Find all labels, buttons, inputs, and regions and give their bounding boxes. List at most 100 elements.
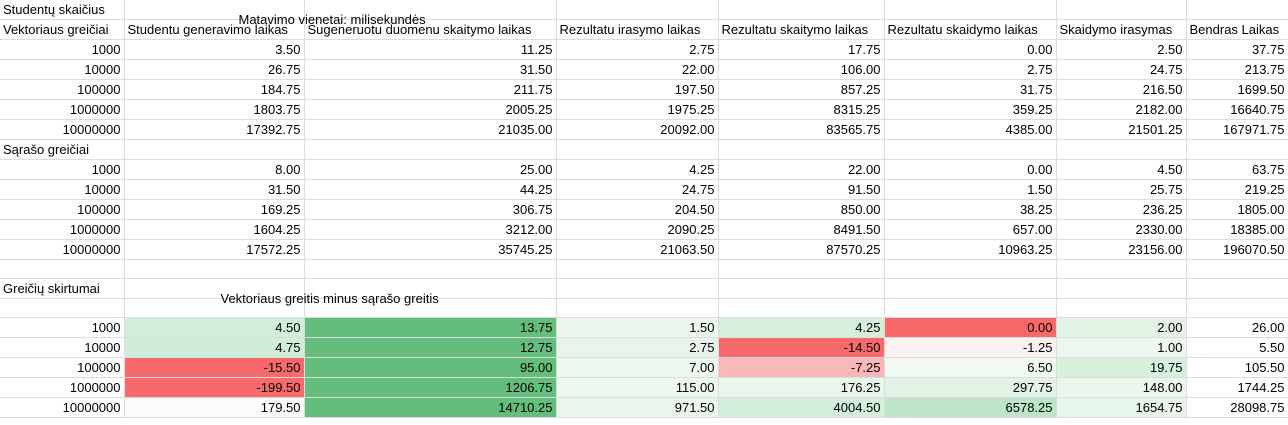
column-header[interactable]: Rezultatu skaidymo laikas	[884, 19, 1057, 40]
value-cell[interactable]: 2.75	[556, 337, 719, 358]
value-cell[interactable]: 22.00	[718, 159, 885, 180]
empty-cell[interactable]	[0, 298, 125, 318]
value-cell[interactable]: 6.50	[884, 357, 1057, 378]
value-cell[interactable]: 6578.25	[884, 397, 1057, 418]
value-cell[interactable]: 148.00	[1056, 377, 1187, 398]
value-cell[interactable]: 18385.00	[1186, 219, 1288, 240]
value-cell[interactable]: 1699.50	[1186, 79, 1288, 100]
empty-cell[interactable]	[124, 298, 305, 318]
value-cell[interactable]: 105.50	[1186, 357, 1288, 378]
student-count-cell[interactable]: 100000	[0, 199, 125, 220]
value-cell[interactable]: -199.50	[124, 377, 305, 398]
empty-cell[interactable]	[1056, 278, 1187, 299]
empty-cell[interactable]	[304, 298, 557, 318]
value-cell[interactable]: 204.50	[556, 199, 719, 220]
empty-cell[interactable]	[1186, 259, 1288, 279]
empty-cell[interactable]	[304, 139, 557, 160]
value-cell[interactable]: 657.00	[884, 219, 1057, 240]
value-cell[interactable]: 1803.75	[124, 99, 305, 120]
empty-cell[interactable]	[1056, 298, 1187, 318]
value-cell[interactable]: 2090.25	[556, 219, 719, 240]
student-count-cell[interactable]: 10000000	[0, 397, 125, 418]
value-cell[interactable]: 12.75	[304, 337, 557, 358]
value-cell[interactable]: 31.50	[304, 59, 557, 80]
empty-cell[interactable]	[556, 278, 719, 299]
value-cell[interactable]: 10963.25	[884, 239, 1057, 260]
student-count-cell[interactable]: 1000	[0, 39, 125, 60]
empty-cell[interactable]	[556, 298, 719, 318]
value-cell[interactable]: 4.50	[124, 317, 305, 338]
value-cell[interactable]: 24.75	[1056, 59, 1187, 80]
empty-cell[interactable]	[124, 139, 305, 160]
value-cell[interactable]: 24.75	[556, 179, 719, 200]
value-cell[interactable]: -15.50	[124, 357, 305, 378]
value-cell[interactable]: 167971.75	[1186, 119, 1288, 140]
student-count-cell[interactable]: 100000	[0, 79, 125, 100]
value-cell[interactable]: 1654.75	[1056, 397, 1187, 418]
student-count-cell[interactable]: 100000	[0, 357, 125, 378]
empty-cell[interactable]	[304, 0, 557, 20]
empty-cell[interactable]	[718, 278, 885, 299]
empty-cell[interactable]	[718, 298, 885, 318]
value-cell[interactable]: 176.25	[718, 377, 885, 398]
units-label-cell[interactable]: Matavimo vienetai: milisekundės	[124, 0, 426, 27]
value-cell[interactable]: 25.00	[304, 159, 557, 180]
column-header[interactable]: Vektoriaus greičiai	[0, 19, 125, 40]
empty-cell[interactable]	[304, 278, 557, 299]
value-cell[interactable]: 31.50	[124, 179, 305, 200]
value-cell[interactable]: 0.00	[884, 39, 1057, 60]
empty-cell[interactable]	[1056, 139, 1187, 160]
value-cell[interactable]: 31.75	[884, 79, 1057, 100]
value-cell[interactable]: 17.75	[718, 39, 885, 60]
value-cell[interactable]: 359.25	[884, 99, 1057, 120]
student-count-cell[interactable]: 10000	[0, 179, 125, 200]
value-cell[interactable]: 28098.75	[1186, 397, 1288, 418]
value-cell[interactable]: 8.00	[124, 159, 305, 180]
value-cell[interactable]: 8491.50	[718, 219, 885, 240]
value-cell[interactable]: 11.25	[304, 39, 557, 60]
student-count-cell[interactable]: 1000	[0, 159, 125, 180]
value-cell[interactable]: 2.75	[556, 39, 719, 60]
student-count-cell[interactable]: 1000000	[0, 99, 125, 120]
value-cell[interactable]: 95.00	[304, 357, 557, 378]
value-cell[interactable]: 4.75	[124, 337, 305, 358]
value-cell[interactable]: 1206.75	[304, 377, 557, 398]
value-cell[interactable]: 2005.25	[304, 99, 557, 120]
value-cell[interactable]: 971.50	[556, 397, 719, 418]
value-cell[interactable]: 1805.00	[1186, 199, 1288, 220]
value-cell[interactable]: 213.75	[1186, 59, 1288, 80]
value-cell[interactable]: 26.75	[124, 59, 305, 80]
empty-cell[interactable]	[1186, 278, 1288, 299]
value-cell[interactable]: 22.00	[556, 59, 719, 80]
column-header[interactable]: Skaidymo irasymas	[1056, 19, 1187, 40]
value-cell[interactable]: 91.50	[718, 179, 885, 200]
empty-cell[interactable]	[1056, 259, 1187, 279]
value-cell[interactable]: 44.25	[304, 179, 557, 200]
value-cell[interactable]: 37.75	[1186, 39, 1288, 60]
value-cell[interactable]: 19.75	[1056, 357, 1187, 378]
empty-cell[interactable]	[884, 0, 1057, 20]
value-cell[interactable]: 14710.25	[304, 397, 557, 418]
value-cell[interactable]: 196070.50	[1186, 239, 1288, 260]
value-cell[interactable]: 2182.00	[1056, 99, 1187, 120]
value-cell[interactable]: 306.75	[304, 199, 557, 220]
value-cell[interactable]: 21501.25	[1056, 119, 1187, 140]
value-cell[interactable]: 297.75	[884, 377, 1057, 398]
value-cell[interactable]: 857.25	[718, 79, 885, 100]
student-count-cell[interactable]: 10000	[0, 59, 125, 80]
empty-cell[interactable]	[304, 259, 557, 279]
value-cell[interactable]: 0.00	[884, 317, 1057, 338]
value-cell[interactable]: 2.00	[1056, 317, 1187, 338]
value-cell[interactable]: 184.75	[124, 79, 305, 100]
value-cell[interactable]: 4.25	[718, 317, 885, 338]
column-header[interactable]: Rezultatu irasymo laikas	[556, 19, 719, 40]
value-cell[interactable]: 8315.25	[718, 99, 885, 120]
value-cell[interactable]: 4.50	[1056, 159, 1187, 180]
value-cell[interactable]: 25.75	[1056, 179, 1187, 200]
value-cell[interactable]: 1.50	[884, 179, 1057, 200]
value-cell[interactable]: 2.75	[884, 59, 1057, 80]
value-cell[interactable]: 1.00	[1056, 337, 1187, 358]
value-cell[interactable]: 20092.00	[556, 119, 719, 140]
student-count-cell[interactable]: 1000	[0, 317, 125, 338]
diff-section-title[interactable]: Greičių skirtumai	[0, 278, 125, 299]
